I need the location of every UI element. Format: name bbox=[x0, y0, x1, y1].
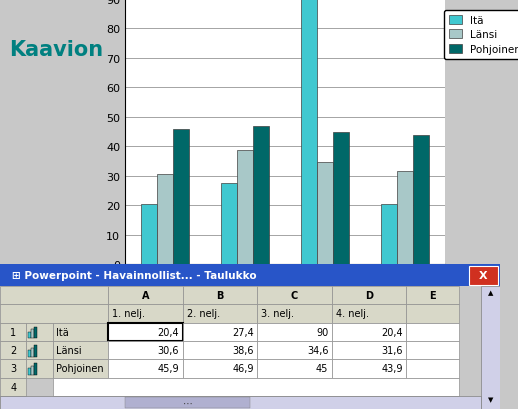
Text: 20,4: 20,4 bbox=[381, 327, 403, 337]
Bar bbox=[108, 323, 183, 341]
Bar bbox=[125, 398, 250, 407]
Text: 2. nelj.: 2. nelj. bbox=[187, 309, 220, 319]
Text: 45: 45 bbox=[316, 364, 328, 373]
Text: Länsi: Länsi bbox=[56, 345, 81, 355]
Bar bbox=[237, 151, 253, 264]
Bar bbox=[0, 264, 500, 286]
Text: Pohjoinen: Pohjoinen bbox=[56, 364, 104, 373]
Text: 34,6: 34,6 bbox=[307, 345, 328, 355]
Bar bbox=[301, 0, 317, 264]
Bar bbox=[35, 327, 37, 338]
Bar bbox=[317, 163, 333, 264]
Bar bbox=[53, 323, 108, 341]
Text: 4. nelj.: 4. nelj. bbox=[336, 309, 369, 319]
Bar bbox=[32, 366, 34, 375]
Bar bbox=[257, 323, 332, 341]
Text: Kaavion: Kaavion bbox=[9, 40, 103, 60]
Bar bbox=[332, 341, 407, 360]
Bar bbox=[413, 135, 429, 264]
Bar bbox=[0, 360, 26, 378]
Bar bbox=[0, 323, 26, 341]
Text: 2: 2 bbox=[10, 345, 17, 355]
Text: 27,4: 27,4 bbox=[232, 327, 254, 337]
Bar bbox=[141, 204, 157, 264]
Bar bbox=[53, 378, 459, 396]
Bar bbox=[332, 323, 407, 341]
Text: 30,6: 30,6 bbox=[158, 345, 179, 355]
Bar bbox=[53, 360, 108, 378]
Text: ▼: ▼ bbox=[488, 396, 493, 402]
Bar bbox=[407, 305, 459, 323]
Text: 20,4: 20,4 bbox=[157, 327, 179, 337]
Bar bbox=[332, 305, 407, 323]
Bar bbox=[28, 369, 31, 375]
Text: B: B bbox=[217, 290, 224, 301]
Legend: Itä, Länsi, Pohjoinen: Itä, Länsi, Pohjoinen bbox=[444, 11, 518, 60]
Bar bbox=[257, 305, 332, 323]
Bar bbox=[481, 286, 500, 409]
Text: C: C bbox=[291, 290, 298, 301]
Bar bbox=[157, 175, 173, 264]
Text: 31,6: 31,6 bbox=[381, 345, 403, 355]
Bar bbox=[221, 184, 237, 264]
Bar bbox=[257, 286, 332, 305]
Bar bbox=[183, 341, 257, 360]
Text: X: X bbox=[479, 270, 487, 280]
Bar bbox=[26, 341, 53, 360]
Text: 45,9: 45,9 bbox=[157, 364, 179, 373]
Text: 3. nelj.: 3. nelj. bbox=[262, 309, 294, 319]
Bar bbox=[183, 286, 257, 305]
Bar bbox=[397, 171, 413, 264]
Bar bbox=[173, 130, 189, 264]
Text: E: E bbox=[429, 290, 436, 301]
Bar bbox=[407, 360, 459, 378]
Text: 1: 1 bbox=[10, 327, 16, 337]
Text: Itä: Itä bbox=[56, 327, 69, 337]
Bar bbox=[333, 132, 349, 264]
Bar bbox=[407, 286, 459, 305]
Bar bbox=[32, 329, 34, 338]
Text: ▲: ▲ bbox=[488, 289, 493, 295]
Bar bbox=[108, 341, 183, 360]
Bar bbox=[0, 341, 26, 360]
Text: 43,9: 43,9 bbox=[381, 364, 403, 373]
Bar bbox=[35, 345, 37, 357]
Bar bbox=[257, 341, 332, 360]
Bar bbox=[257, 360, 332, 378]
Bar bbox=[183, 360, 257, 378]
Bar bbox=[108, 360, 183, 378]
Bar bbox=[28, 332, 31, 338]
Text: 38,6: 38,6 bbox=[233, 345, 254, 355]
Text: 4: 4 bbox=[10, 382, 16, 392]
Bar bbox=[183, 305, 257, 323]
Bar bbox=[183, 323, 257, 341]
Bar bbox=[468, 267, 497, 285]
Bar bbox=[0, 396, 481, 409]
Bar bbox=[332, 286, 407, 305]
Bar bbox=[0, 286, 108, 305]
Text: A: A bbox=[142, 290, 149, 301]
Bar bbox=[53, 341, 108, 360]
Text: D: D bbox=[365, 290, 373, 301]
Text: 90: 90 bbox=[316, 327, 328, 337]
Bar bbox=[0, 305, 108, 323]
Bar bbox=[407, 323, 459, 341]
Bar bbox=[332, 360, 407, 378]
Bar bbox=[26, 323, 53, 341]
Bar bbox=[28, 350, 31, 357]
Bar bbox=[0, 378, 26, 396]
Text: 46,9: 46,9 bbox=[233, 364, 254, 373]
Bar bbox=[108, 286, 183, 305]
Text: ⋯: ⋯ bbox=[183, 398, 192, 407]
Text: ⊞ Powerpoint - Havainnollist... - Taulukko: ⊞ Powerpoint - Havainnollist... - Tauluk… bbox=[12, 270, 257, 280]
Bar bbox=[35, 364, 37, 375]
Bar bbox=[108, 305, 183, 323]
Bar bbox=[407, 341, 459, 360]
Bar bbox=[381, 204, 397, 264]
Bar bbox=[253, 127, 269, 264]
Text: 3: 3 bbox=[10, 364, 16, 373]
Bar bbox=[32, 348, 34, 357]
Text: 1. nelj.: 1. nelj. bbox=[112, 309, 145, 319]
Bar bbox=[26, 360, 53, 378]
